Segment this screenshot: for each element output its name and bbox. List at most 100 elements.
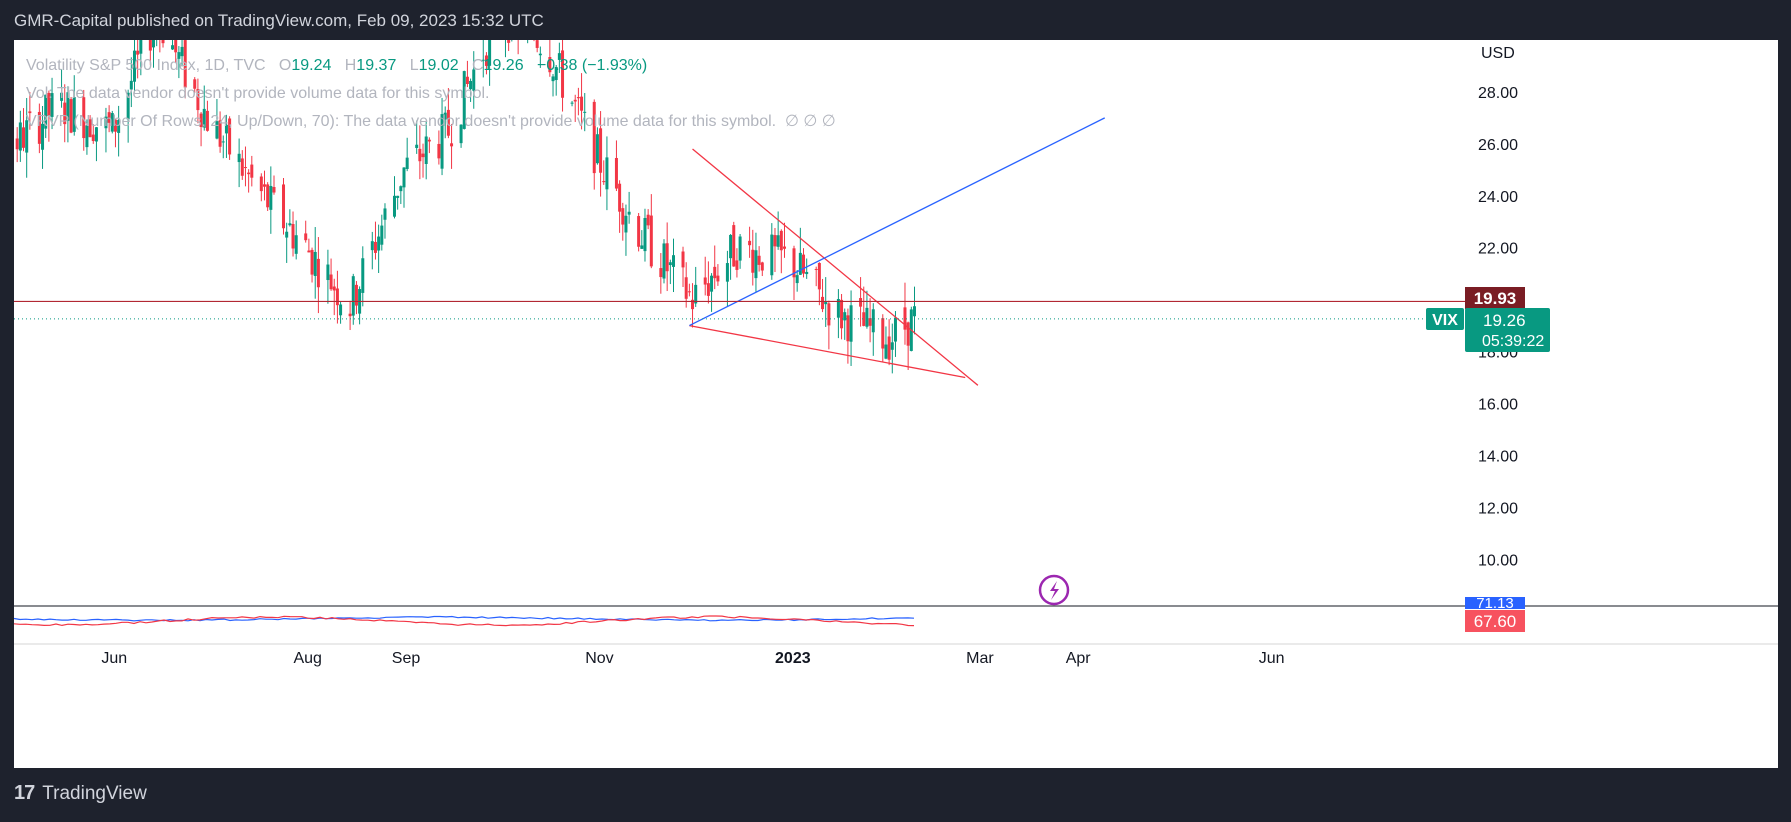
candle-body <box>28 111 32 114</box>
candle-body <box>129 80 133 90</box>
trendline-red-lower[interactable] <box>689 324 966 379</box>
trendline-blue[interactable] <box>689 117 1106 327</box>
candle-body <box>259 176 263 192</box>
candle-body <box>285 231 289 238</box>
candle-body <box>399 186 403 192</box>
candle-body <box>418 148 422 162</box>
chart-panel[interactable]: USD 28.0026.0024.0022.0020.0018.0016.001… <box>14 40 1778 768</box>
candle-body <box>177 52 181 59</box>
candle-body <box>668 262 672 266</box>
candle-body <box>643 217 647 252</box>
candle-body <box>859 298 863 307</box>
candle-body <box>462 71 466 129</box>
price-tick-label: 16.00 <box>1478 396 1518 413</box>
candle-body <box>152 40 156 48</box>
candle-body <box>557 53 561 60</box>
candle-body <box>757 255 761 265</box>
candle-body <box>117 119 121 133</box>
candle-body <box>798 252 802 275</box>
candle-body <box>583 111 587 113</box>
indicator-line-blue <box>14 615 915 622</box>
trendline-red-upper[interactable] <box>692 148 979 386</box>
candle-body <box>351 276 355 316</box>
candle-body <box>592 101 596 174</box>
candle-body <box>307 250 311 253</box>
candle-body <box>805 271 809 275</box>
candle-body <box>202 108 206 128</box>
candle-body <box>817 262 821 290</box>
footer-brand[interactable]: 17 TradingView <box>14 782 147 805</box>
candle-body <box>729 234 733 259</box>
candle-body <box>776 235 780 247</box>
candle-body <box>392 195 396 217</box>
candle-body <box>335 288 339 306</box>
candle-body <box>862 312 866 326</box>
candle-body <box>770 234 774 276</box>
candle-body <box>370 241 374 251</box>
candle-body <box>570 102 574 104</box>
candle-body <box>113 119 117 132</box>
candle-body <box>266 184 270 208</box>
candle-body <box>732 225 736 267</box>
candle-body <box>802 254 806 274</box>
candle-body <box>691 299 695 310</box>
candle-body <box>310 249 314 275</box>
candle-body <box>710 275 714 292</box>
candle-body <box>614 157 618 189</box>
time-tick-label: Jun <box>101 650 127 667</box>
candle-body <box>66 92 70 121</box>
candle-body <box>180 46 184 57</box>
candle-body <box>199 113 203 127</box>
candle-body <box>627 211 631 215</box>
candle-body <box>427 139 431 142</box>
candle-body <box>196 89 200 111</box>
candle-body <box>18 122 22 151</box>
price-tick-label: 24.00 <box>1478 189 1518 206</box>
price-chart[interactable]: USD 28.0026.0024.0022.0020.0018.0016.001… <box>14 40 1778 768</box>
candle-body <box>659 268 663 278</box>
candle-body <box>132 50 136 82</box>
candle-body <box>624 215 628 233</box>
candle-body <box>548 57 552 73</box>
candle-body <box>488 40 492 66</box>
candle-body <box>110 113 114 132</box>
candle-body <box>228 118 232 155</box>
candle-body <box>380 225 384 245</box>
candle-body <box>85 125 89 148</box>
candle-body <box>63 102 67 125</box>
candle-body <box>243 167 247 169</box>
candle-body <box>640 245 644 249</box>
indicator-lower-value: 67.60 <box>1474 612 1517 631</box>
candle-body <box>846 315 850 342</box>
candle-body <box>443 112 447 120</box>
candle-body <box>332 286 336 291</box>
price-tick-label: 28.00 <box>1478 85 1518 102</box>
candle-body <box>437 143 441 159</box>
candle-body <box>171 45 175 50</box>
lightning-icon[interactable] <box>1038 574 1070 606</box>
candle-body <box>865 307 869 327</box>
candle-body <box>37 111 41 144</box>
time-tick-label: Aug <box>293 650 321 667</box>
candle-body <box>294 235 298 254</box>
candle-body <box>868 318 872 326</box>
time-axis[interactable]: Jun Aug Sep Nov 2023 Mar Apr Jun <box>101 650 1284 667</box>
candle-body <box>94 127 98 142</box>
candle-body <box>329 274 333 290</box>
candle-body <box>912 306 916 317</box>
candle-body <box>60 92 64 101</box>
candle-body <box>193 79 197 89</box>
candle-body <box>405 157 409 169</box>
candle-body <box>313 251 317 276</box>
time-tick-label: Apr <box>1066 650 1092 667</box>
time-tick-label: Jun <box>1259 650 1285 667</box>
time-tick-label: Mar <box>966 650 994 667</box>
candle-body <box>713 266 717 279</box>
candle-body <box>795 275 799 284</box>
candle-body <box>573 99 577 102</box>
symbol-tag: VIX <box>1432 312 1458 329</box>
candle-body <box>681 251 685 268</box>
candle-body <box>440 114 444 169</box>
candle-body <box>104 116 108 129</box>
currency-label: USD <box>1481 45 1515 62</box>
